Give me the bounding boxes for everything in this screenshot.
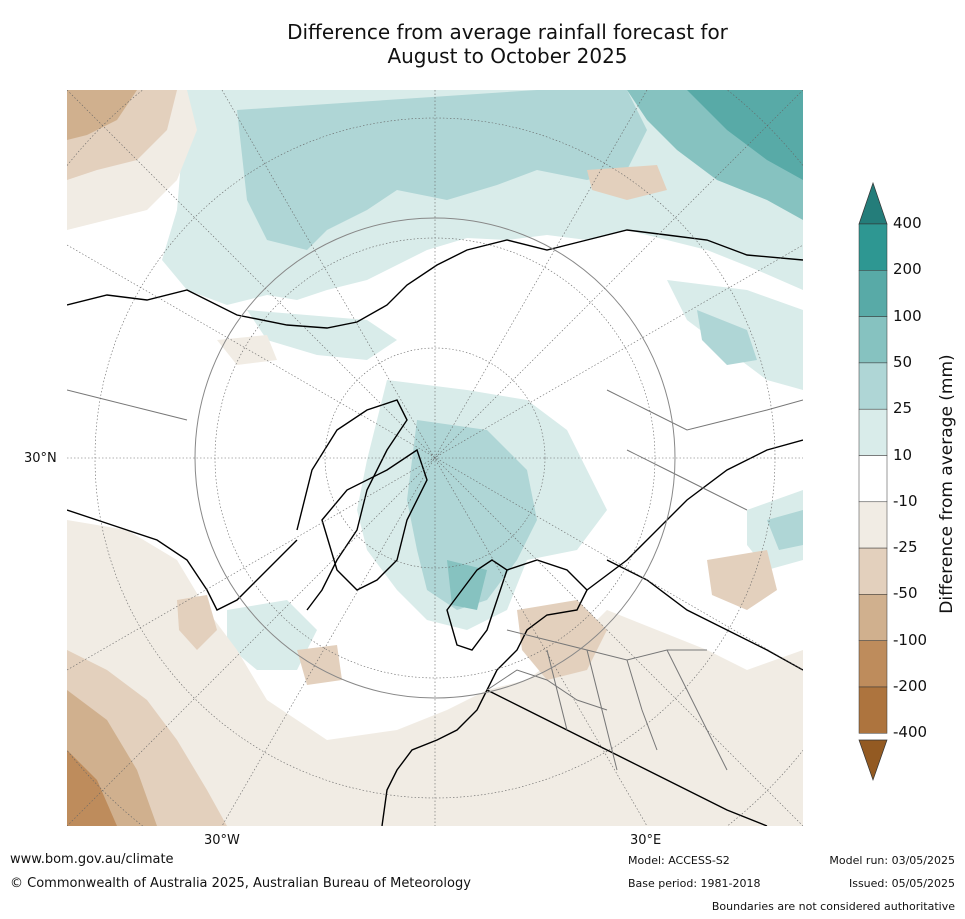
model-name: Model: ACCESS-S2 [628, 854, 730, 867]
title-line-1: Difference from average rainfall forecas… [287, 20, 728, 44]
colorbar-tick-label: 25 [893, 399, 913, 418]
forecast-map [67, 90, 803, 826]
map-canvas [67, 90, 803, 826]
colorbar-tick-label: -100 [893, 630, 928, 649]
coastlines [67, 229, 803, 826]
colorbar-band [858, 594, 888, 641]
map-title: Difference from average rainfall forecas… [205, 20, 810, 68]
country-borders [67, 389, 803, 771]
lat-label-30n: 30°N [24, 451, 57, 466]
colorbar-band [858, 362, 888, 410]
colorbar-tick-label: 50 [893, 352, 913, 371]
colorbar-bottom-extension [858, 739, 888, 782]
colorbar-title: Difference from average (mm) [937, 354, 957, 614]
colorbar-band [858, 686, 888, 734]
model-run-date: Model run: 03/05/2025 [829, 854, 955, 867]
colorbar-band [858, 501, 888, 549]
colorbar-tick-label: 400 [893, 214, 922, 232]
colorbar-tick-label: -10 [893, 491, 918, 510]
colorbar-band [858, 640, 888, 688]
copyright-text: © Commonwealth of Australia 2025, Austra… [10, 876, 471, 891]
lon-label-30w: 30°W [204, 833, 240, 848]
colorbar-top-extension [858, 181, 888, 225]
graticule [67, 90, 803, 826]
colorbar-band [858, 455, 888, 503]
issued-date: Issued: 05/05/2025 [848, 877, 955, 890]
colorbar-band [858, 223, 888, 271]
colorbar-tick-label: 100 [893, 306, 922, 325]
colorbar-tick-label: -400 [893, 723, 928, 742]
colorbar-tick-label: -200 [893, 677, 928, 695]
lon-label-30e: 30°E [630, 833, 662, 848]
colorbar [850, 180, 890, 789]
colorbar-tick-label: -50 [893, 584, 918, 603]
colorbar-tick-label: 200 [893, 260, 922, 279]
equator-circle [194, 217, 676, 699]
colorbar-tick-label: -25 [893, 538, 918, 557]
colorbar-band [858, 270, 888, 317]
boundary-disclaimer: Boundaries are not considered authoritat… [711, 900, 955, 913]
website-link[interactable]: www.bom.gov.au/climate [10, 852, 174, 867]
colorbar-bands [858, 223, 888, 734]
title-line-2: August to October 2025 [387, 44, 628, 68]
colorbar-band [858, 408, 888, 456]
colorbar-band [858, 316, 888, 364]
colorbar-band [858, 547, 888, 595]
dry-anomaly-shading [67, 90, 803, 826]
colorbar-swatches [858, 181, 888, 782]
base-period: Base period: 1981-2018 [628, 877, 761, 890]
colorbar-tick-label: 10 [893, 445, 913, 464]
